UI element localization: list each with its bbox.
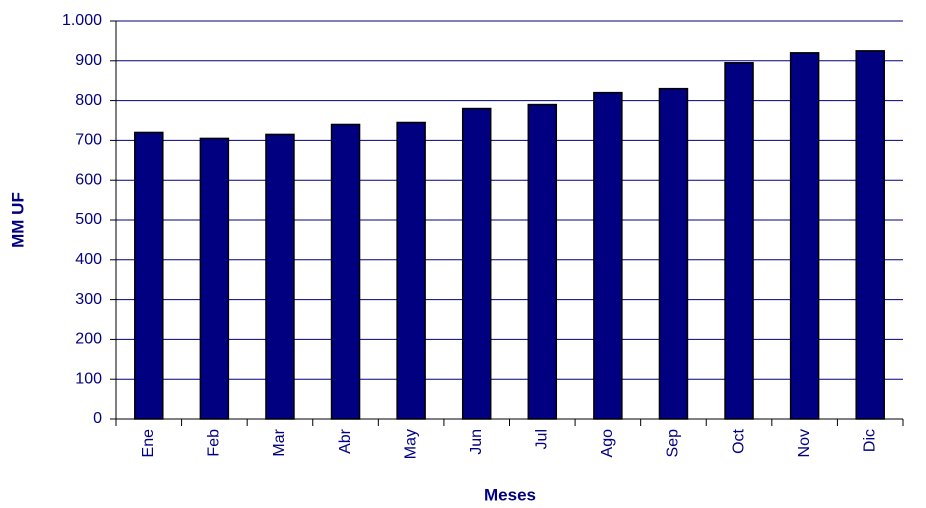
bar (199, 137, 230, 420)
x-axis-title: Meses (484, 485, 536, 504)
y-tick-label: 400 (75, 251, 102, 268)
y-tick-label: 600 (75, 171, 102, 188)
x-tick-label: Ago (599, 429, 616, 458)
x-tick-label: May (402, 429, 419, 459)
x-tick-label: Ene (140, 429, 157, 458)
y-tick-label: 500 (75, 211, 102, 228)
x-tick-label: Nov (796, 429, 813, 457)
y-tick-label: 0 (93, 410, 102, 427)
y-tick-label: 200 (75, 331, 102, 348)
bar (593, 91, 623, 420)
x-tick-label: Abr (337, 428, 354, 454)
bar (658, 87, 689, 420)
y-tick-label: 700 (75, 132, 102, 149)
bar (789, 52, 820, 420)
y-tick-label: 900 (75, 52, 102, 69)
bar (396, 121, 426, 420)
y-tick-label: 100 (75, 370, 102, 387)
bar (330, 123, 361, 420)
bar (724, 62, 754, 420)
bar (855, 50, 885, 420)
x-tick-label: Feb (206, 429, 223, 457)
x-tick-label: Sep (665, 429, 682, 458)
x-tick-label: Oct (730, 428, 747, 453)
y-axis-title: MM UF (8, 192, 27, 248)
y-tick-label: 300 (75, 291, 102, 308)
x-tick-label: Jun (468, 429, 485, 455)
bar (461, 107, 492, 420)
y-tick-label: 1.000 (62, 12, 102, 29)
x-tick-label: Mar (271, 428, 288, 456)
bar (527, 103, 558, 420)
x-tick-label: Dic (861, 429, 878, 452)
y-tick-label: 800 (75, 92, 102, 109)
x-tick-label: Jul (534, 429, 551, 449)
bar (265, 133, 295, 420)
bar (134, 131, 164, 420)
